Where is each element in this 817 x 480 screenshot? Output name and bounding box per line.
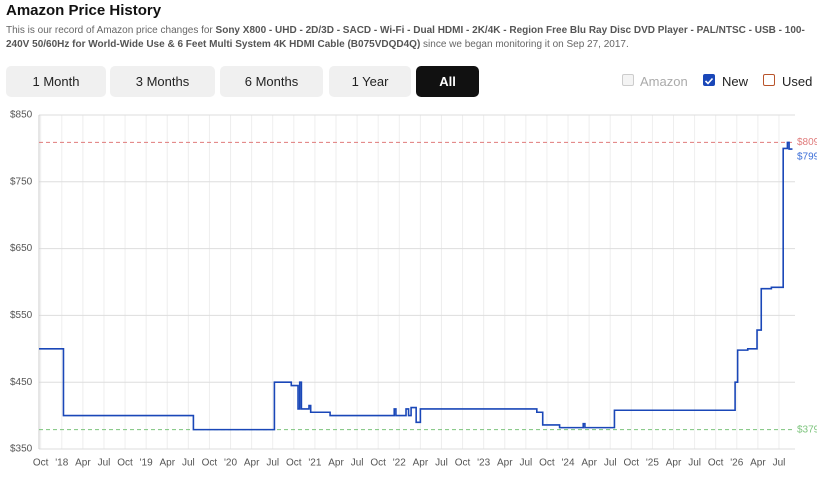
- range-button[interactable]: 3 Months: [110, 66, 215, 97]
- x-tick-label: Oct: [624, 458, 640, 469]
- range-button[interactable]: 1 Month: [6, 66, 106, 97]
- x-tick-label: '23: [477, 458, 490, 469]
- description-text: since we began monitoring it on Sep 27, …: [420, 39, 629, 50]
- x-tick-label: Jul: [182, 458, 195, 469]
- x-tick-label: Apr: [413, 458, 429, 469]
- x-tick-label: '24: [562, 458, 575, 469]
- range-button[interactable]: 1 Year: [329, 66, 411, 97]
- x-tick-label: Jul: [98, 458, 111, 469]
- price-line: [39, 141, 793, 431]
- checkbox-label[interactable]: Amazon: [640, 74, 688, 89]
- x-tick-label: Jul: [519, 458, 532, 469]
- x-tick-label: Apr: [328, 458, 344, 469]
- x-tick-label: Oct: [455, 458, 471, 469]
- x-tick-label: '19: [140, 458, 153, 469]
- x-tick-label: '22: [393, 458, 406, 469]
- description-text: This is our record of Amazon price chang…: [6, 25, 216, 36]
- check-icon: [704, 77, 714, 85]
- x-tick-label: Jul: [351, 458, 364, 469]
- y-tick-label: $550: [10, 310, 33, 321]
- current-label: $799: [797, 152, 817, 163]
- checkbox[interactable]: [763, 74, 775, 86]
- x-tick-label: '20: [224, 458, 237, 469]
- x-tick-label: Apr: [244, 458, 260, 469]
- x-tick-label: Apr: [75, 458, 91, 469]
- x-tick-label: '25: [646, 458, 659, 469]
- y-tick-label: $650: [10, 243, 33, 254]
- x-tick-label: Apr: [666, 458, 682, 469]
- x-tick-label: Oct: [539, 458, 555, 469]
- y-tick-label: $750: [10, 176, 33, 187]
- x-tick-label: Oct: [708, 458, 724, 469]
- x-tick-label: Oct: [33, 458, 49, 469]
- x-tick-label: Jul: [604, 458, 617, 469]
- page-title: Amazon Price History: [6, 2, 162, 19]
- y-tick-label: $450: [10, 377, 33, 388]
- x-tick-label: '21: [308, 458, 321, 469]
- range-button[interactable]: 6 Months: [220, 66, 323, 97]
- x-tick-label: Jul: [435, 458, 448, 469]
- checkbox[interactable]: [622, 74, 634, 86]
- x-tick-label: Apr: [497, 458, 513, 469]
- x-tick-label: Apr: [159, 458, 175, 469]
- x-tick-label: Oct: [202, 458, 218, 469]
- highest-label: $809: [797, 137, 817, 148]
- lowest-label: $379: [797, 424, 817, 435]
- checkbox-checked[interactable]: [703, 74, 715, 86]
- x-tick-label: Jul: [688, 458, 701, 469]
- range-button-active[interactable]: All: [416, 66, 479, 97]
- x-tick-label: Apr: [581, 458, 597, 469]
- product-name: Sony X800 - UHD - 2D/3D - SACD - Wi-Fi -…: [6, 25, 805, 50]
- x-tick-label: Jul: [266, 458, 279, 469]
- x-tick-label: Oct: [286, 458, 302, 469]
- x-tick-label: Oct: [117, 458, 133, 469]
- x-tick-label: '26: [730, 458, 743, 469]
- checkbox-label[interactable]: New: [722, 74, 749, 89]
- x-tick-label: Oct: [370, 458, 386, 469]
- checkbox-label[interactable]: Used: [782, 74, 813, 89]
- x-tick-label: '18: [55, 458, 68, 469]
- y-tick-label: $850: [10, 110, 33, 121]
- x-tick-label: Apr: [750, 458, 766, 469]
- x-tick-label: Jul: [773, 458, 786, 469]
- description: This is our record of Amazon price chang…: [6, 24, 811, 52]
- y-tick-label: $350: [10, 444, 33, 455]
